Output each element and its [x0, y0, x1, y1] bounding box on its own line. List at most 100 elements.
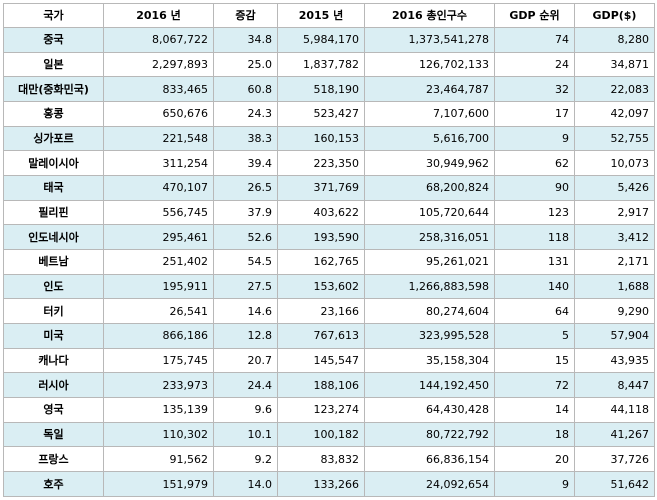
cell-country: 홍콩: [3, 101, 104, 127]
cell-country: 호주: [3, 471, 104, 497]
cell-population: 64,430,428: [364, 397, 495, 423]
cell-2016: 833,465: [103, 76, 214, 103]
cell-country: 필리핀: [3, 199, 104, 226]
cell-2016: 175,745: [103, 347, 214, 374]
cell-change: 24.3: [213, 101, 278, 127]
cell-change: 52.6: [213, 224, 278, 251]
cell-population: 126,702,133: [364, 51, 495, 78]
cell-2016: 295,461: [103, 224, 214, 251]
cell-gdp: 5,426: [574, 175, 655, 201]
cell-gdp-rank: 131: [494, 249, 575, 275]
column-header-2015: 2015 년: [277, 3, 365, 28]
cell-gdp-rank: 14: [494, 397, 575, 423]
cell-change: 14.6: [213, 298, 278, 325]
column-header-change: 증감: [213, 3, 278, 28]
cell-change: 10.1: [213, 421, 278, 448]
cell-change: 34.8: [213, 27, 278, 53]
cell-population: 30,949,962: [364, 150, 495, 177]
cell-gdp-rank: 18: [494, 421, 575, 448]
cell-2016: 221,548: [103, 125, 214, 152]
table-row: 태국 470,107 26.5 371,769 68,200,824 90 5,426: [3, 175, 655, 201]
cell-gdp: 22,083: [574, 76, 655, 103]
cell-gdp: 8,280: [574, 27, 655, 53]
cell-gdp-rank: 74: [494, 27, 575, 53]
cell-2016: 91,562: [103, 446, 214, 473]
cell-change: 37.9: [213, 199, 278, 226]
table-row: 일본 2,297,893 25.0 1,837,782 126,702,133 24 34,…: [3, 51, 655, 78]
header-row: 국가 2016 년 증감 2015 년 2016 총인구수 GDP 순위 GDP…: [3, 3, 655, 28]
cell-2016: 110,302: [103, 421, 214, 448]
cell-gdp: 9,290: [574, 298, 655, 325]
table-row: 홍콩 650,676 24.3 523,427 7,107,600 17 42,097: [3, 101, 655, 127]
cell-2016: 2,297,893: [103, 51, 214, 78]
cell-population: 80,274,604: [364, 298, 495, 325]
cell-gdp-rank: 9: [494, 125, 575, 152]
cell-country: 베트남: [3, 249, 104, 275]
cell-2016: 650,676: [103, 101, 214, 127]
cell-2016: 251,402: [103, 249, 214, 275]
cell-country: 싱가포르: [3, 125, 104, 152]
cell-2015: 403,622: [277, 199, 365, 226]
cell-gdp: 51,642: [574, 471, 655, 497]
cell-population: 68,200,824: [364, 175, 495, 201]
table-row: 중국 8,067,722 34.8 5,984,170 1,373,541,278 74 8…: [3, 27, 655, 53]
cell-2015: 123,274: [277, 397, 365, 423]
cell-2015: 145,547: [277, 347, 365, 374]
cell-2015: 223,350: [277, 150, 365, 177]
cell-gdp: 34,871: [574, 51, 655, 78]
cell-gdp: 8,447: [574, 372, 655, 399]
cell-2015: 133,266: [277, 471, 365, 497]
table-row: 싱가포르 221,548 38.3 160,153 5,616,700 9 52,755: [3, 125, 655, 152]
table-row: 독일 110,302 10.1 100,182 80,722,792 18 41,267: [3, 421, 655, 448]
cell-gdp: 2,917: [574, 199, 655, 226]
cell-country: 터키: [3, 298, 104, 325]
cell-2015: 83,832: [277, 446, 365, 473]
cell-country: 인도: [3, 273, 104, 300]
cell-2015: 153,602: [277, 273, 365, 300]
cell-population: 144,192,450: [364, 372, 495, 399]
table-row: 베트남 251,402 54.5 162,765 95,261,021 131 2,171: [3, 249, 655, 275]
column-header-country: 국가: [3, 3, 104, 28]
column-header-gdp: GDP($): [574, 3, 655, 28]
cell-change: 9.6: [213, 397, 278, 423]
cell-population: 35,158,304: [364, 347, 495, 374]
cell-country: 일본: [3, 51, 104, 78]
cell-2016: 8,067,722: [103, 27, 214, 53]
cell-gdp-rank: 9: [494, 471, 575, 497]
cell-gdp-rank: 90: [494, 175, 575, 201]
cell-gdp: 3,412: [574, 224, 655, 251]
table-row: 미국 866,186 12.8 767,613 323,995,528 5 57,904: [3, 323, 655, 349]
column-header-gdp-rank: GDP 순위: [494, 3, 575, 28]
cell-gdp: 10,073: [574, 150, 655, 177]
cell-2015: 1,837,782: [277, 51, 365, 78]
cell-change: 39.4: [213, 150, 278, 177]
visitor-statistics-table: 국가 2016 년 증감 2015 년 2016 총인구수 GDP 순위 GDP…: [3, 3, 655, 497]
cell-change: 54.5: [213, 249, 278, 275]
cell-gdp-rank: 140: [494, 273, 575, 300]
cell-gdp-rank: 118: [494, 224, 575, 251]
cell-2015: 193,590: [277, 224, 365, 251]
table-row: 캐나다 175,745 20.7 145,547 35,158,304 15 43,935: [3, 347, 655, 374]
cell-gdp-rank: 5: [494, 323, 575, 349]
table-row: 말레이시아 311,254 39.4 223,350 30,949,962 62 10,07…: [3, 150, 655, 177]
cell-gdp: 57,904: [574, 323, 655, 349]
cell-population: 258,316,051: [364, 224, 495, 251]
cell-gdp: 43,935: [574, 347, 655, 374]
cell-change: 38.3: [213, 125, 278, 152]
table-row: 프랑스 91,562 9.2 83,832 66,836,154 20 37,726: [3, 446, 655, 473]
table-row: 인도 195,911 27.5 153,602 1,266,883,598 140 1,68…: [3, 273, 655, 300]
cell-2015: 100,182: [277, 421, 365, 448]
cell-change: 24.4: [213, 372, 278, 399]
cell-2015: 523,427: [277, 101, 365, 127]
cell-2015: 162,765: [277, 249, 365, 275]
cell-country: 미국: [3, 323, 104, 349]
cell-2015: 518,190: [277, 76, 365, 103]
cell-gdp-rank: 20: [494, 446, 575, 473]
cell-population: 23,464,787: [364, 76, 495, 103]
cell-population: 95,261,021: [364, 249, 495, 275]
cell-change: 27.5: [213, 273, 278, 300]
cell-change: 25.0: [213, 51, 278, 78]
cell-gdp: 44,118: [574, 397, 655, 423]
cell-2016: 556,745: [103, 199, 214, 226]
table-row: 필리핀 556,745 37.9 403,622 105,720,644 123 2,917: [3, 199, 655, 226]
